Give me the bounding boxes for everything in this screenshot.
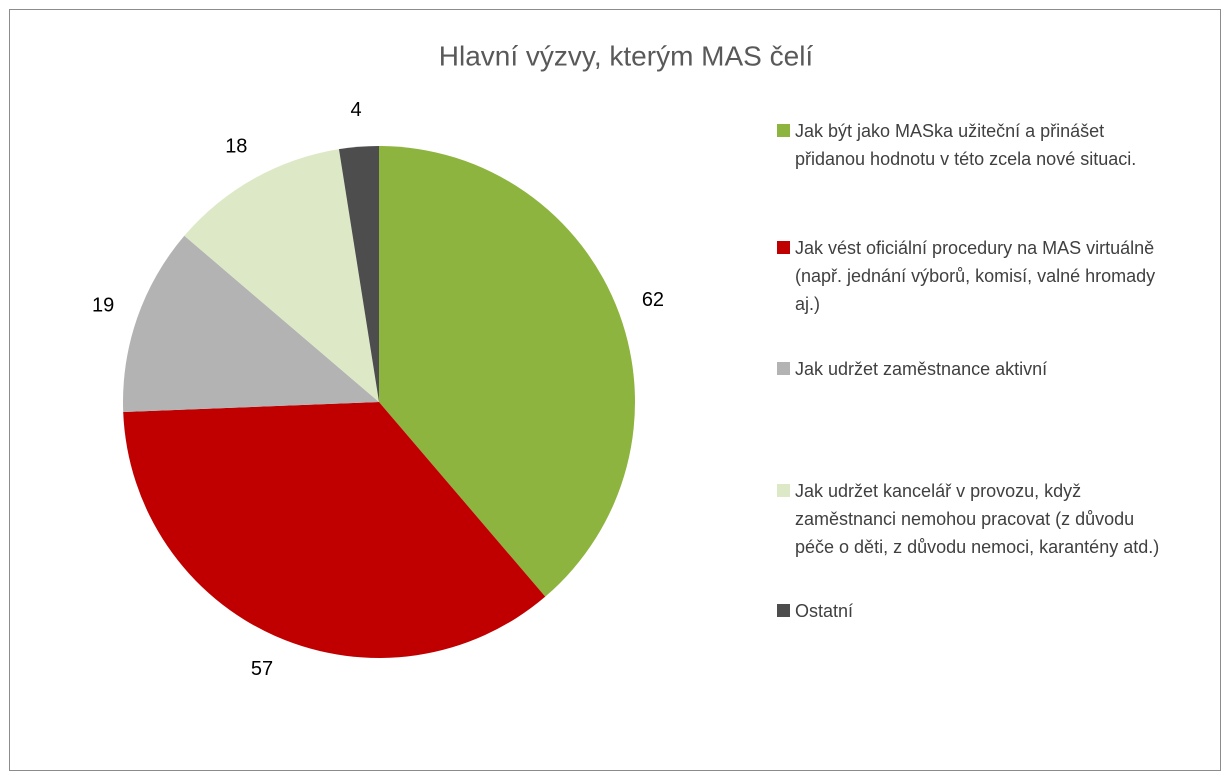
- legend-label: Jak být jako MASka užiteční a přinášet p…: [795, 121, 1137, 169]
- pie-slice: [379, 146, 636, 597]
- legend-item: Jak být jako MASka užiteční a přinášet p…: [777, 117, 1177, 173]
- legend-label: Jak udržet zaměstnance aktivní: [795, 359, 1048, 379]
- legend-label: Jak vést oficiální procedury na MAS virt…: [795, 238, 1156, 314]
- legend-swatch: [777, 362, 790, 375]
- legend-item: Jak udržet kancelář v provozu, když zamě…: [777, 477, 1177, 561]
- chart-title: Hlavní výzvy, kterým MAS čelí: [439, 40, 814, 71]
- data-label: 18: [225, 136, 247, 158]
- legend-item: Ostatní: [777, 597, 1177, 625]
- pie-slice: [184, 149, 379, 402]
- legend-item: Jak udržet zaměstnance aktivní: [777, 355, 1177, 383]
- legend-label: Ostatní: [795, 601, 854, 621]
- pie-slice: [123, 235, 379, 413]
- legend-item: Jak vést oficiální procedury na MAS virt…: [777, 234, 1177, 318]
- legend-label: Jak udržet kancelář v provozu, když zamě…: [795, 481, 1160, 557]
- pie-slice: [123, 402, 546, 659]
- data-label: 19: [92, 295, 114, 317]
- legend-swatch: [777, 241, 790, 254]
- legend-swatch: [777, 124, 790, 137]
- data-label: 62: [642, 289, 664, 311]
- chart-frame: [9, 9, 1221, 771]
- pie-slice: [338, 146, 379, 402]
- legend-swatch: [777, 484, 790, 497]
- data-label: 4: [351, 99, 362, 121]
- data-label: 57: [251, 658, 273, 680]
- legend-swatch: [777, 604, 790, 617]
